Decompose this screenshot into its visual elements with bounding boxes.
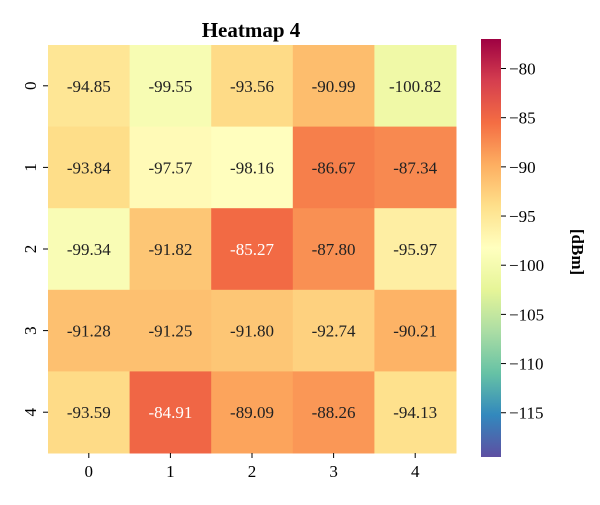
y-tick-label: 3 [21, 326, 40, 335]
heatmap-cell [292, 371, 375, 454]
cell-value-label: -87.80 [312, 240, 356, 259]
colorbar-tick-label: −115 [509, 404, 543, 423]
cell-value-label: -87.34 [393, 158, 437, 177]
heatmap-cell [374, 371, 457, 454]
heatmap-cell [48, 289, 131, 372]
cell-value-label: -97.57 [148, 158, 192, 177]
colorbar-tick-label: −80 [509, 60, 536, 79]
colorbar-tick-label: −85 [509, 109, 536, 128]
heatmap-cell [292, 289, 375, 372]
heatmap-cell [48, 208, 131, 291]
cell-value-label: -88.26 [312, 403, 356, 422]
cell-value-label: -84.91 [148, 403, 192, 422]
heatmap-cell [129, 126, 212, 209]
cell-value-label: -91.28 [67, 322, 111, 341]
x-tick-label: 3 [329, 462, 338, 481]
cell-value-label: -91.82 [148, 240, 192, 259]
cell-value-label: -90.99 [312, 77, 356, 96]
cell-value-label: -94.13 [393, 403, 437, 422]
heatmap-cell [292, 126, 375, 209]
colorbar-tick-label: −105 [509, 305, 544, 324]
cell-value-label: -94.85 [67, 77, 111, 96]
y-tick-label: 1 [21, 163, 40, 172]
x-tick-label: 1 [166, 462, 175, 481]
y-tick-label: 0 [21, 82, 40, 91]
cell-value-label: -99.55 [148, 77, 192, 96]
heatmap-cell [374, 126, 457, 209]
heatmap-cell [129, 45, 212, 128]
cell-value-label: -93.56 [230, 77, 274, 96]
heatmap-cell [374, 289, 457, 372]
cell-value-label: -92.74 [312, 322, 356, 341]
y-tick-label: 2 [21, 245, 40, 254]
cell-value-label: -90.21 [393, 322, 437, 341]
cell-value-label: -86.67 [312, 158, 356, 177]
heatmap-cell [292, 45, 375, 128]
colorbar-tick-label: −90 [509, 158, 536, 177]
heatmap-cell [211, 289, 294, 372]
heatmap-cell [292, 208, 375, 291]
colorbar-tick-label: −100 [509, 256, 544, 275]
cell-value-label: -95.97 [393, 240, 437, 259]
cell-value-label: -85.27 [230, 240, 274, 259]
cell-value-label: -98.16 [230, 158, 274, 177]
heatmap-cell [374, 208, 457, 291]
heatmap-cell [129, 289, 212, 372]
heatmap-cell [211, 371, 294, 454]
heatmap-cell [211, 208, 294, 291]
heatmap-cell [211, 45, 294, 128]
x-axis: 0 1 2 3 4 [85, 453, 420, 481]
cell-value-label: -89.09 [230, 403, 274, 422]
cell-value-label: -99.34 [67, 240, 111, 259]
y-tick-label: 4 [21, 407, 40, 416]
x-tick-label: 0 [85, 462, 94, 481]
cell-value-label: -100.82 [389, 77, 441, 96]
cell-value-label: -93.59 [67, 403, 111, 422]
heatmap-cell [48, 45, 131, 128]
colorbar-tick-label: −110 [509, 355, 543, 374]
heatmap-cell [374, 45, 457, 128]
colorbar: −80 −85 −90 −95 −100 −105 −110 −115 [481, 39, 544, 457]
heatmap-cell [211, 126, 294, 209]
x-tick-label: 4 [411, 462, 420, 481]
heatmap-cell [129, 371, 212, 454]
colorbar-label: [dBm] [568, 229, 587, 275]
cell-value-label: -91.25 [148, 322, 192, 341]
colorbar-tick-label: −95 [509, 207, 536, 226]
x-tick-label: 2 [248, 462, 257, 481]
heatmap-cell [48, 371, 131, 454]
heatmap-cells: -94.85 -99.55 -93.56 -90.99 -100.82 -93.84 -97… [48, 45, 457, 454]
y-axis: 0 1 2 3 4 [21, 82, 48, 416]
colorbar-gradient [481, 39, 501, 457]
heatmap-cell [129, 208, 212, 291]
chart-title: Heatmap 4 [202, 18, 301, 42]
cell-value-label: -91.80 [230, 322, 274, 341]
heatmap-cell [48, 126, 131, 209]
cell-value-label: -93.84 [67, 158, 111, 177]
